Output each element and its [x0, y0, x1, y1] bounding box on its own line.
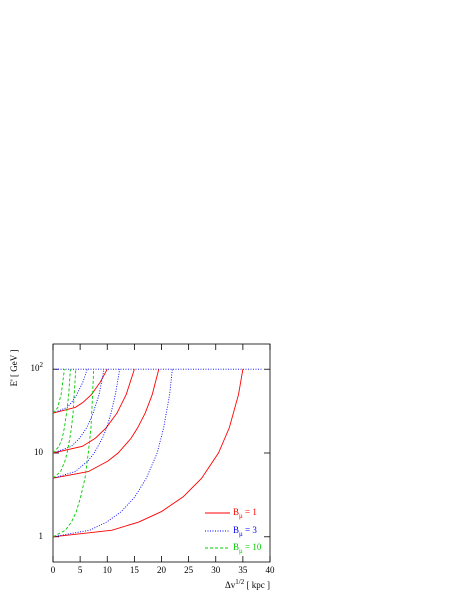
x-tick-label: 0	[51, 565, 56, 575]
curve	[52, 369, 71, 454]
x-tick-label: 35	[238, 565, 248, 575]
x-tick-label: 15	[130, 565, 140, 575]
x-tick-label: 25	[184, 565, 194, 575]
y-tick-label: 102	[31, 361, 44, 373]
legend-rest: = 10	[243, 542, 262, 552]
curve	[52, 369, 95, 538]
curve	[52, 369, 77, 479]
curve	[52, 369, 160, 479]
y-tick-label-sup: 2	[40, 361, 44, 369]
x-label-rest: [ kpc ]	[244, 580, 270, 590]
legend-label: Bμ = 1	[233, 507, 257, 520]
curve	[52, 369, 88, 414]
curve	[52, 369, 244, 538]
legend-name: B	[233, 525, 239, 535]
curve	[52, 369, 108, 414]
legend-name: B	[233, 507, 239, 517]
x-label-main: Δv	[225, 580, 236, 590]
curve	[52, 369, 173, 538]
legend-sub: μ	[239, 512, 243, 520]
legend-sub: μ	[239, 530, 243, 538]
y-tick-label-base: 10	[31, 363, 41, 373]
curve	[52, 369, 65, 414]
x-tick-label: 10	[103, 565, 113, 575]
legend-name: B	[233, 542, 239, 552]
legend-label: Bμ = 3	[233, 525, 257, 538]
x-tick-label: 30	[211, 565, 221, 575]
curve	[52, 369, 135, 454]
y-tick-label: 10	[34, 447, 44, 457]
y-axis-label: E' [ GeV ]	[9, 350, 19, 387]
y-tick-label: 1	[39, 531, 44, 541]
legend-rest: = 1	[243, 507, 257, 517]
x-label-sup: 1/2	[235, 578, 244, 586]
legend-sub: μ	[239, 547, 243, 555]
legend-label: Bμ = 10	[233, 542, 262, 555]
x-axis-label: Δv1/2 [ kpc ]	[225, 578, 270, 590]
x-tick-label: 20	[157, 565, 167, 575]
curve	[52, 369, 121, 479]
x-tick-label: 5	[78, 565, 83, 575]
x-tick-label: 40	[266, 565, 276, 575]
legend-rest: = 3	[243, 525, 258, 535]
